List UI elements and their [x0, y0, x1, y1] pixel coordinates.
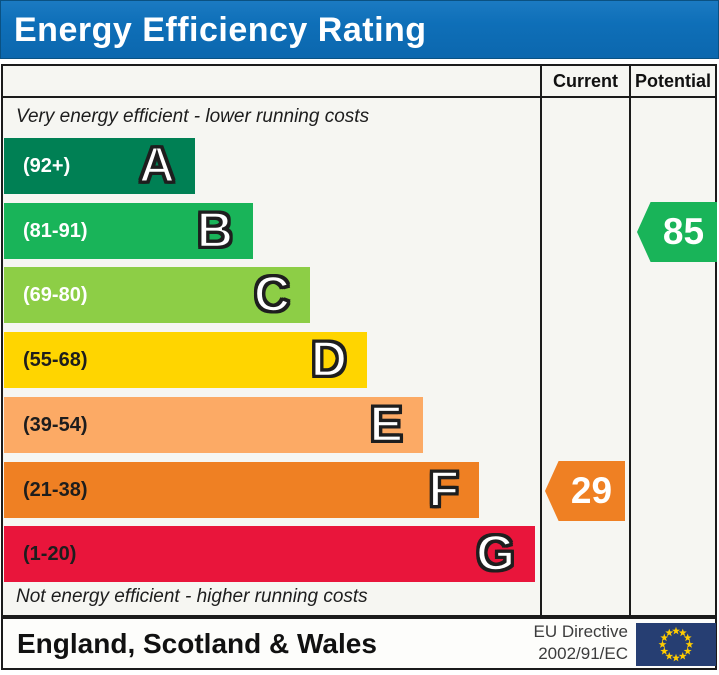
potential-column-divider: [629, 66, 631, 615]
band-letter: D: [310, 330, 349, 388]
band-letter: F: [427, 460, 460, 518]
region-label: England, Scotland & Wales: [17, 628, 377, 659]
footer-bar: England, Scotland & Wales EU Directive 2…: [1, 617, 717, 670]
band-row-e: (39-54) E: [4, 395, 423, 453]
title-bar: Energy Efficiency Rating: [0, 0, 719, 59]
band-range-label: (92+): [23, 155, 71, 177]
current-rating-arrow: 29: [545, 461, 625, 521]
band-range-label: (39-54): [23, 414, 88, 436]
eu-directive-line1: EU Directive: [533, 622, 628, 641]
potential-rating-value: 85: [662, 211, 705, 252]
band-range-label: (69-80): [23, 284, 88, 306]
band-row-b: (81-91) B: [4, 201, 253, 259]
band-letter: E: [368, 395, 404, 453]
band-range-label: (1-20): [23, 543, 77, 565]
band-bar-f: (21-38) F: [4, 460, 479, 518]
band-range-label: (81-91): [23, 220, 88, 242]
band-bar-a: (92+) A: [4, 136, 195, 194]
band-letter: A: [138, 136, 177, 194]
current-rating-value: 29: [570, 470, 613, 511]
band-bar-e: (39-54) E: [4, 395, 423, 453]
current-column-header: Current: [552, 71, 618, 91]
potential-rating-arrow: 85: [637, 202, 717, 262]
top-note: Very energy efficient - lower running co…: [16, 106, 370, 127]
eu-directive-line2: 2002/91/EC: [538, 644, 628, 663]
band-range-label: (55-68): [23, 349, 88, 371]
header-underline: [3, 96, 715, 98]
page-title: Energy Efficiency Rating: [14, 11, 427, 49]
band-letter: B: [196, 201, 235, 259]
band-bar-b: (81-91) B: [4, 201, 253, 259]
band-bar-d: (55-68) D: [4, 330, 367, 388]
current-column-divider: [540, 66, 542, 615]
band-bar-g: (1-20) G: [4, 524, 535, 582]
eu-flag-icon: [636, 623, 716, 666]
eu-directive-label: EU Directive 2002/91/EC: [448, 621, 628, 665]
band-letter: C: [253, 265, 292, 323]
bottom-note: Not energy efficient - higher running co…: [16, 586, 368, 607]
band-row-a: (92+) A: [4, 136, 195, 194]
rating-table: Current Potential Very energy efficient …: [1, 64, 717, 617]
band-row-d: (55-68) D: [4, 330, 367, 388]
band-bar-c: (69-80) C: [4, 265, 310, 323]
band-row-g: (1-20) G: [4, 524, 535, 582]
band-letter: G: [475, 524, 516, 582]
band-row-f: (21-38) F: [4, 460, 479, 518]
potential-column-header: Potential: [634, 71, 711, 91]
band-range-label: (21-38): [23, 479, 88, 501]
band-row-c: (69-80) C: [4, 265, 310, 323]
